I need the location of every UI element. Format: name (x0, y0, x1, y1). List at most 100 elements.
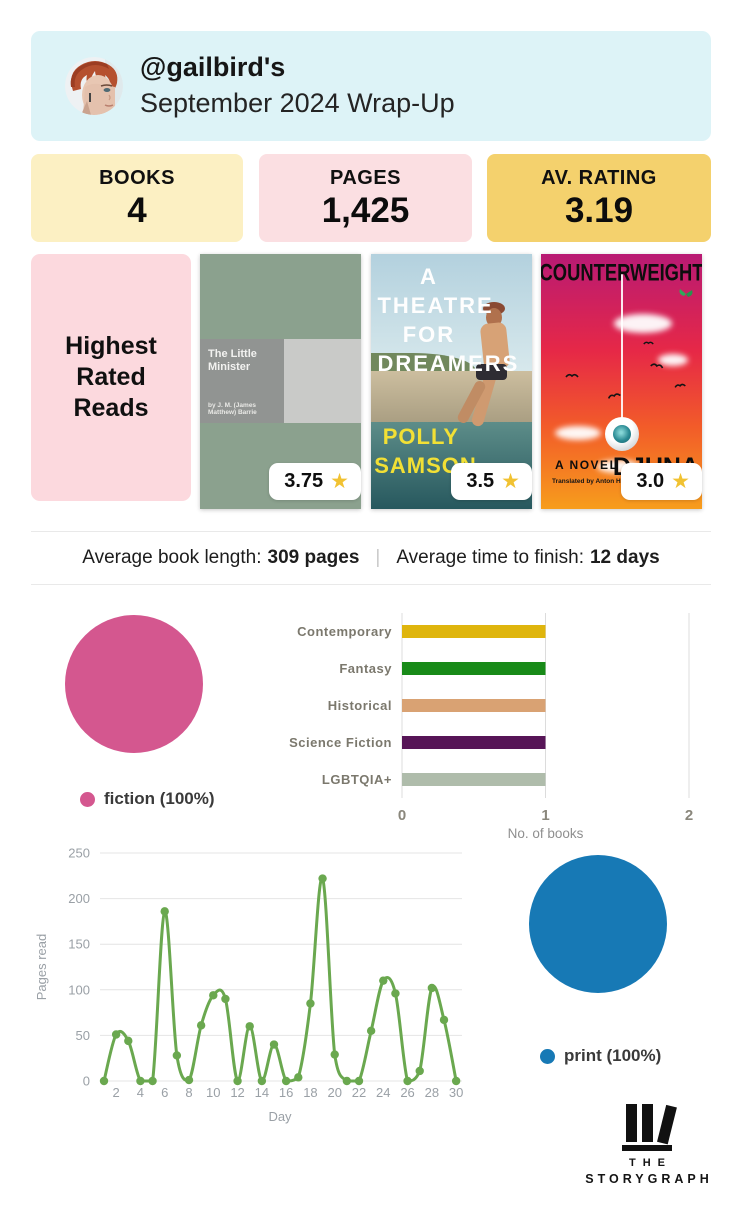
data-point (136, 1076, 145, 1086)
rating-badge: 3.5 ★ (451, 463, 532, 500)
book-title: The Little Minister (208, 348, 257, 373)
x-tick-label: 16 (279, 1085, 293, 1100)
data-point (306, 999, 315, 1008)
cover-art-iris (612, 425, 631, 443)
book-title: A THEATRE FOR DREAMERS (377, 263, 520, 376)
cover-art-eyeball (604, 417, 639, 451)
cover-art-village (371, 371, 532, 425)
data-point (354, 1076, 364, 1086)
print-pie-chart (529, 855, 667, 993)
x-tick-label: 8 (185, 1085, 192, 1100)
cloud (614, 314, 672, 333)
data-point (245, 1022, 254, 1031)
bar-category-label: LGBTQIA+ (322, 772, 392, 787)
bar-category-label: Contemporary (297, 624, 392, 639)
data-point (196, 1021, 206, 1030)
stat-card-rating: AV. RATING 3.19 (487, 154, 711, 242)
avg-length-value: 309 pages (267, 547, 360, 568)
stat-value: 3.19 (564, 191, 634, 230)
cover-art-figure (476, 363, 507, 380)
book-cover-little-minister: The Little Minister by J. M. (James Matt… (200, 254, 361, 509)
data-point (148, 1076, 157, 1086)
genre-bar-chart: Contemporary Fantasy Historical Science Fic… (289, 613, 693, 840)
bar-contemporary (402, 625, 546, 638)
averages-row: Average book length: 309 pages | Average… (31, 544, 711, 572)
data-point (172, 1051, 182, 1060)
divider (31, 531, 711, 532)
data-point (427, 983, 437, 993)
header-title: @gailbird's (140, 52, 286, 82)
avg-time-value: 12 days (589, 547, 660, 568)
novel-label: A NOVEL (555, 458, 619, 472)
rating-value: 3.75 (284, 470, 324, 492)
data-point (221, 994, 230, 1004)
x-tick-label: 28 (425, 1085, 439, 1100)
x-axis-title: Day (268, 1109, 292, 1124)
stat-value: 1,425 (321, 191, 410, 230)
y-tick-label: 250 (68, 846, 90, 861)
bar-category-label: Historical (328, 698, 392, 713)
data-point (124, 1036, 133, 1046)
data-point (160, 907, 169, 916)
data-point (403, 1076, 412, 1086)
rating-value: 3.5 (466, 470, 495, 492)
y-tick-label: 0 (83, 1074, 90, 1089)
x-tick-label: 2 (113, 1085, 120, 1100)
bar-historical (402, 699, 546, 712)
header-subtitle: September 2024 Wrap-Up (140, 88, 455, 118)
rating-badge: 3.0 ★ (621, 463, 702, 500)
bird-icon (643, 341, 654, 345)
translator-credit: Translated by Anton Hur (552, 478, 628, 485)
storygraph-logo: THE STORYGRAPH (577, 1104, 717, 1186)
y-tick-label: 150 (68, 937, 90, 952)
bird-icon (650, 363, 664, 369)
stat-card-pages: PAGES 1,425 (259, 154, 472, 242)
data-point (318, 874, 327, 883)
x-tick-label: 20 (327, 1085, 341, 1100)
data-point (439, 1015, 449, 1025)
star-icon: ★ (330, 470, 349, 493)
avg-length-label: Average book length: (82, 547, 262, 568)
x-tick-label: 4 (137, 1085, 144, 1100)
fiction-legend: fiction (100%) (80, 789, 215, 809)
data-point (111, 1030, 121, 1039)
bar-category-label: Science Fiction (289, 735, 392, 750)
cover-band: The Little Minister by J. M. (James Matt… (200, 339, 361, 423)
x-tick-label: 22 (352, 1085, 366, 1100)
y-tick-label: 100 (68, 982, 90, 997)
data-point (99, 1076, 109, 1086)
books-icon (622, 1104, 677, 1151)
x-tick-label: 30 (449, 1085, 463, 1100)
y-axis-title: Pages read (34, 934, 49, 1001)
star-icon: ★ (671, 470, 690, 493)
stat-label: BOOKS (99, 167, 175, 189)
data-point (379, 976, 388, 985)
book-title: COUNTERWEIGHT (541, 259, 702, 286)
x-tick-label: 12 (230, 1085, 244, 1100)
data-point (391, 989, 400, 998)
header-card: @gailbird's September 2024 Wrap-Up (31, 31, 711, 141)
data-point (415, 1066, 424, 1076)
y-tick-label: 200 (68, 891, 90, 906)
star-icon: ★ (501, 470, 520, 493)
x-axis-title: No. of books (508, 826, 584, 840)
data-point (281, 1076, 291, 1086)
rating-value: 3.0 (636, 470, 665, 492)
avatar (65, 57, 123, 115)
logo-text-storygraph: STORYGRAPH (585, 1172, 713, 1186)
cover-art-string (620, 274, 623, 420)
x-tick-label: 18 (303, 1085, 317, 1100)
data-point (209, 991, 218, 1000)
data-point (294, 1073, 303, 1082)
x-tick-label: 0 (398, 807, 406, 824)
stat-label: PAGES (329, 167, 402, 189)
highest-rated-card: Highest Rated Reads (31, 254, 191, 501)
x-tick-label: 6 (161, 1085, 168, 1100)
bar-category-label: Fantasy (339, 661, 392, 676)
cloud (658, 354, 688, 366)
x-tick-label: 2 (685, 807, 693, 824)
legend-dot (80, 791, 95, 807)
print-legend: print (100%) (540, 1046, 661, 1066)
line-series (102, 877, 458, 1083)
